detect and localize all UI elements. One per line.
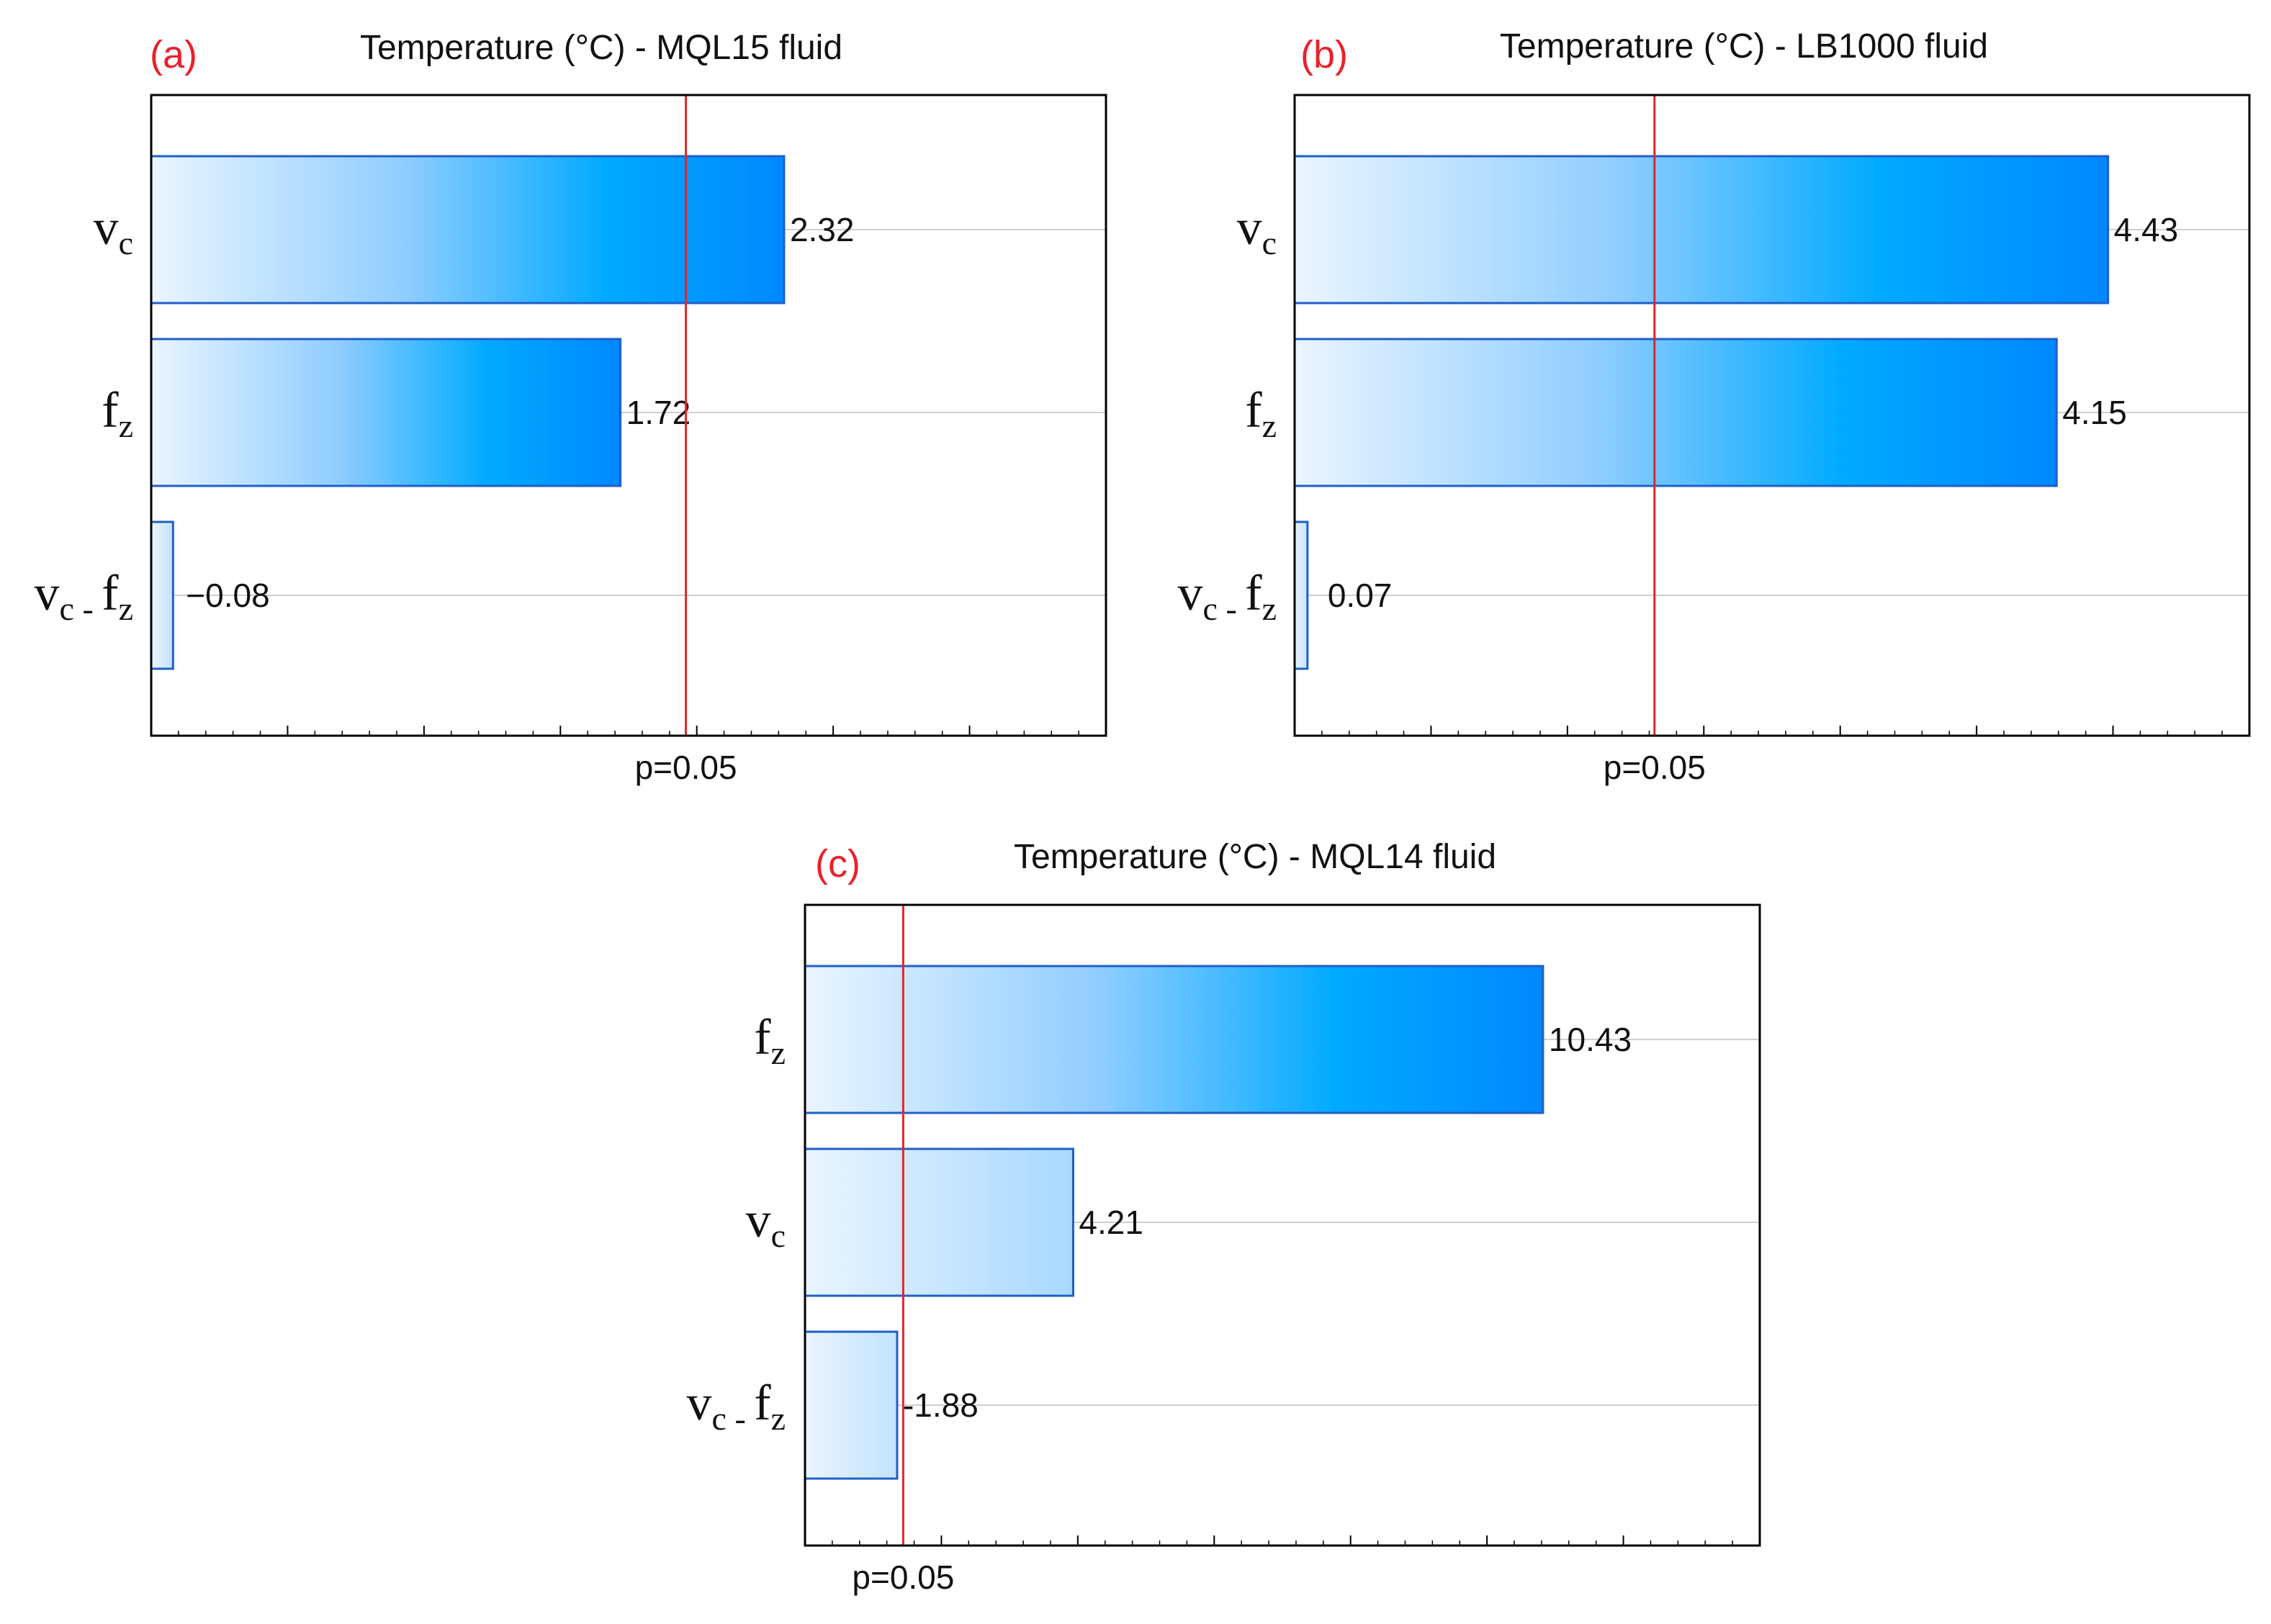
category-label-b-0: vc (1237, 200, 1277, 261)
chart-panel-c: (c) Temperature (°C) - MQL14 fluid 10.43 fz… (687, 838, 1761, 1596)
significance-label-c: p=0.05 (852, 1558, 954, 1596)
chart-title-b: Temperature (°C) - LB1000 fluid (1500, 27, 1988, 66)
bar-c-0 (804, 965, 1544, 1114)
category-label-a-1: fz (102, 383, 133, 444)
category-label-c-0: fz (754, 1010, 786, 1071)
chart-panel-b: (b) Temperature (°C) - LB1000 fluid 4.43 vc… (1178, 27, 2251, 786)
panel-label-a: (a) (150, 33, 197, 76)
value-label-b-0: 4.43 (2114, 211, 2179, 248)
significance-label-a: p=0.05 (635, 749, 737, 786)
category-label-b-1: fz (1245, 383, 1277, 444)
bar-a-2 (150, 520, 174, 670)
value-label-a-1: 1.72 (626, 394, 691, 431)
category-label-c-1: vc (746, 1193, 786, 1254)
bar-c-1 (804, 1147, 1074, 1297)
bar-a-0 (150, 155, 786, 304)
bar-a-1 (150, 338, 622, 487)
chart-panel-a: (a) Temperature (°C) - MQL15 fluid 2.32 vc 1… (35, 29, 1107, 786)
chart-title-c: Temperature (°C) - MQL14 fluid (1014, 838, 1496, 876)
plot-frame-a (150, 94, 1107, 737)
significance-label-b: p=0.05 (1604, 749, 1706, 786)
bar-c-2 (804, 1330, 899, 1480)
panel-label-b: (b) (1300, 33, 1348, 76)
category-label-a-2: vc - fz (35, 566, 133, 627)
category-label-a-0: vc (94, 200, 133, 261)
category-label-b-2: vc - fz (1178, 566, 1277, 627)
panel-label-c: (c) (815, 842, 860, 885)
value-label-c-1: 4.21 (1079, 1204, 1143, 1241)
bar-b-2 (1293, 520, 1309, 670)
bar-b-1 (1293, 338, 2058, 487)
value-label-a-0: 2.32 (790, 211, 855, 248)
value-label-c-0: 10.43 (1549, 1021, 1632, 1058)
plot-frame-b (1293, 94, 2251, 737)
value-label-a-2: −0.08 (186, 577, 269, 614)
bar-b-0 (1293, 155, 2110, 304)
category-label-c-2: vc - fz (687, 1376, 786, 1437)
value-label-b-2: 0.07 (1328, 577, 1393, 614)
value-label-c-2: -1.88 (903, 1386, 979, 1424)
chart-title-a: Temperature (°C) - MQL15 fluid (360, 29, 842, 67)
plot-frame-c (804, 903, 1761, 1547)
value-label-b-1: 4.15 (2062, 394, 2127, 431)
